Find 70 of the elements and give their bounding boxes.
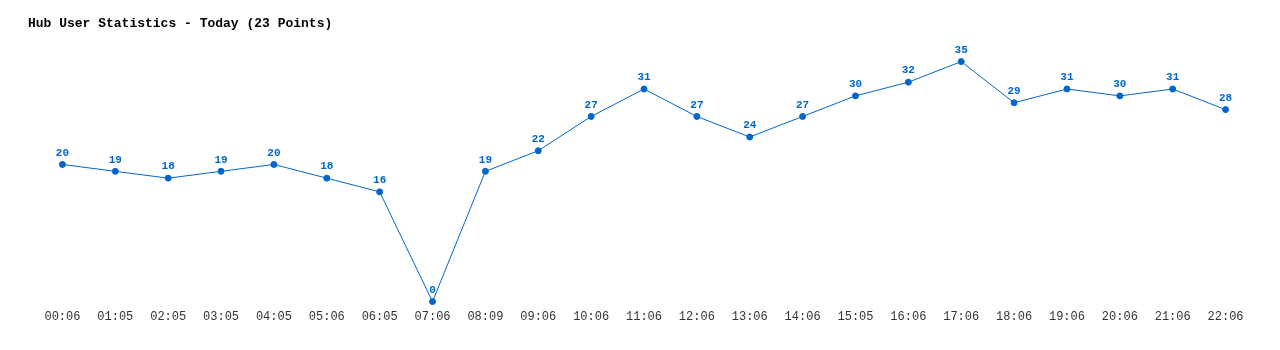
x-tick-label: 17:06 <box>943 309 980 324</box>
x-tick-label: 04:05 <box>255 309 292 324</box>
data-label: 18 <box>161 160 176 173</box>
data-label: 27 <box>584 98 598 111</box>
point <box>270 160 278 168</box>
data-label: 22 <box>531 133 545 146</box>
x-tick-label: 01:05 <box>97 309 134 324</box>
data-label: 27 <box>690 98 704 111</box>
x-tick-label: 00:06 <box>44 309 81 324</box>
point <box>111 167 119 175</box>
x-tick-label: 02:05 <box>150 309 187 324</box>
data-label: 0 <box>429 283 436 296</box>
data-label: 20 <box>55 146 70 159</box>
x-tick-label: 13:06 <box>731 309 768 324</box>
x-tick-label: 05:06 <box>308 309 345 324</box>
point <box>376 188 384 196</box>
data-label: 16 <box>373 174 387 187</box>
point <box>429 298 437 306</box>
point <box>1010 99 1018 107</box>
data-label: 30 <box>848 78 863 91</box>
point <box>1222 106 1230 114</box>
x-tick-label: 14:06 <box>784 309 821 324</box>
point <box>799 112 807 120</box>
point <box>957 58 965 66</box>
data-label: 20 <box>267 146 281 159</box>
data-label: 30 <box>1113 78 1127 91</box>
data-label: 19 <box>214 153 228 166</box>
point <box>746 133 754 141</box>
data-label: 18 <box>320 160 334 173</box>
point <box>851 92 859 100</box>
x-tick-label: 03:05 <box>203 309 240 324</box>
point <box>58 160 66 168</box>
point <box>1063 85 1071 93</box>
x-tick-label: 19:06 <box>1048 309 1085 324</box>
point <box>1169 85 1177 93</box>
point <box>323 174 331 182</box>
point <box>534 147 542 155</box>
x-tick-label: 12:06 <box>678 309 715 324</box>
data-label: 31 <box>637 71 651 84</box>
x-tick-label: 10:06 <box>573 309 610 324</box>
point <box>1116 92 1124 100</box>
data-label: 24 <box>743 119 757 132</box>
chart-title: Hub User Statistics - Today (23 Points) <box>28 16 333 32</box>
point <box>217 167 225 175</box>
point <box>693 112 701 120</box>
x-tick-label: 09:06 <box>520 309 557 324</box>
data-label: 28 <box>1218 91 1233 104</box>
data-label: 29 <box>1007 85 1021 98</box>
data-label: 32 <box>901 64 915 77</box>
data-label: 31 <box>1060 71 1074 84</box>
point <box>481 167 489 175</box>
x-tick-label: 11:06 <box>625 309 663 324</box>
point <box>587 112 595 120</box>
x-tick-label: 21:06 <box>1154 309 1191 324</box>
x-tick-label: 06:05 <box>361 309 398 324</box>
x-tick-label: 22:06 <box>1207 309 1244 324</box>
point <box>904 78 912 86</box>
x-tick-label: 18:06 <box>996 309 1033 324</box>
x-tick-label: 07:06 <box>414 309 451 324</box>
data-label: 35 <box>954 43 969 56</box>
data-label: 19 <box>108 153 122 166</box>
x-tick-label: 08:09 <box>467 309 504 324</box>
point <box>164 174 172 182</box>
data-label: 19 <box>478 153 492 166</box>
data-label: 27 <box>796 98 810 111</box>
x-tick-label: 15:05 <box>837 309 874 324</box>
point <box>640 85 648 93</box>
data-label: 31 <box>1166 71 1180 84</box>
x-tick-label: 16:06 <box>890 309 927 324</box>
x-tick-label: 20:06 <box>1101 309 1138 324</box>
